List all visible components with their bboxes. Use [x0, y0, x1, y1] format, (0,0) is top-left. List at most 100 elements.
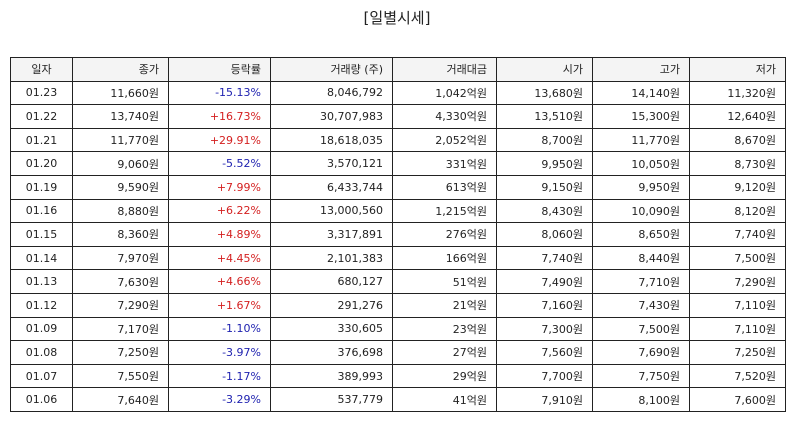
cell-open: 7,300원 — [496, 316, 593, 342]
table-row: 01.14 7,970원 +4.45% 2,101,383 166억원 7,740원 8,4… — [10, 245, 786, 271]
table-row: 01.09 7,170원 -1.10% 330,605 23억원 7,300원 7,500원… — [10, 316, 786, 342]
cell-low: 9,120원 — [689, 174, 786, 200]
cell-high: 8,100원 — [592, 387, 690, 412]
cell-open: 9,150원 — [496, 174, 593, 200]
cell-change-rate: +29.91% — [168, 127, 271, 153]
cell-volume: 680,127 — [270, 269, 393, 294]
column-header-open: 시가 — [496, 57, 593, 82]
cell-volume: 2,101,383 — [270, 245, 393, 271]
cell-date: 01.12 — [10, 292, 73, 318]
cell-volume: 3,317,891 — [270, 222, 393, 247]
cell-change-rate: +4.89% — [168, 222, 271, 247]
cell-close: 8,360원 — [72, 222, 169, 247]
cell-open: 8,700원 — [496, 127, 593, 153]
cell-low: 7,500원 — [689, 245, 786, 271]
cell-open: 7,740원 — [496, 245, 593, 271]
cell-high: 15,300원 — [592, 104, 690, 129]
cell-volume: 18,618,035 — [270, 127, 393, 153]
cell-date: 01.06 — [10, 387, 73, 412]
cell-trade-value: 276억원 — [392, 222, 497, 247]
cell-trade-value: 21억원 — [392, 292, 497, 318]
cell-change-rate: +4.66% — [168, 269, 271, 294]
cell-change-rate: -3.97% — [168, 340, 271, 365]
cell-close: 7,970원 — [72, 245, 169, 271]
cell-high: 11,770원 — [592, 127, 690, 153]
cell-trade-value: 331억원 — [392, 151, 497, 176]
cell-low: 7,740원 — [689, 222, 786, 247]
table-row: 01.22 13,740원 +16.73% 30,707,983 4,330억원 13,5… — [10, 104, 786, 129]
cell-high: 10,090원 — [592, 198, 690, 224]
cell-date: 01.20 — [10, 151, 73, 176]
cell-change-rate: +1.67% — [168, 292, 271, 318]
cell-trade-value: 613억원 — [392, 174, 497, 200]
cell-open: 13,510원 — [496, 104, 593, 129]
cell-low: 11,320원 — [689, 80, 786, 106]
cell-date: 01.16 — [10, 198, 73, 224]
cell-date: 01.08 — [10, 340, 73, 365]
cell-open: 13,680원 — [496, 80, 593, 106]
cell-low: 7,520원 — [689, 363, 786, 389]
cell-high: 7,690원 — [592, 340, 690, 365]
table-row: 01.19 9,590원 +7.99% 6,433,744 613억원 9,150원 9,9… — [10, 174, 786, 200]
cell-date: 01.22 — [10, 104, 73, 129]
cell-close: 7,290원 — [72, 292, 169, 318]
column-header-date: 일자 — [10, 57, 73, 82]
cell-low: 7,290원 — [689, 269, 786, 294]
cell-date: 01.21 — [10, 127, 73, 153]
cell-open: 9,950원 — [496, 151, 593, 176]
cell-trade-value: 166억원 — [392, 245, 497, 271]
cell-close: 11,660원 — [72, 80, 169, 106]
column-header-trade-value: 거래대금 — [392, 57, 497, 82]
cell-trade-value: 1,042억원 — [392, 80, 497, 106]
cell-high: 8,650원 — [592, 222, 690, 247]
cell-close: 11,770원 — [72, 127, 169, 153]
cell-high: 9,950원 — [592, 174, 690, 200]
column-header-change-rate: 등락률 — [168, 57, 271, 82]
cell-low: 7,600원 — [689, 387, 786, 412]
table-row: 01.21 11,770원 +29.91% 18,618,035 2,052억원 8,70… — [10, 127, 786, 153]
table-header: 일자 종가 등락률 거래량 (주) 거래대금 시가 고가 저가 — [10, 57, 786, 82]
table-row: 01.07 7,550원 -1.17% 389,993 29억원 7,700원 7,750원… — [10, 363, 786, 389]
cell-low: 7,110원 — [689, 316, 786, 342]
cell-date: 01.09 — [10, 316, 73, 342]
cell-change-rate: +4.45% — [168, 245, 271, 271]
cell-volume: 537,779 — [270, 387, 393, 412]
table-row: 01.13 7,630원 +4.66% 680,127 51억원 7,490원 7,710원… — [10, 269, 786, 294]
cell-change-rate: -1.17% — [168, 363, 271, 389]
cell-low: 8,120원 — [689, 198, 786, 224]
cell-volume: 6,433,744 — [270, 174, 393, 200]
cell-close: 7,640원 — [72, 387, 169, 412]
cell-volume: 8,046,792 — [270, 80, 393, 106]
cell-low: 8,670원 — [689, 127, 786, 153]
column-header-low: 저가 — [689, 57, 786, 82]
cell-close: 8,880원 — [72, 198, 169, 224]
cell-change-rate: +6.22% — [168, 198, 271, 224]
cell-trade-value: 23억원 — [392, 316, 497, 342]
cell-change-rate: +16.73% — [168, 104, 271, 129]
table-row: 01.20 9,060원 -5.52% 3,570,121 331억원 9,950원 10,… — [10, 151, 786, 176]
cell-volume: 13,000,560 — [270, 198, 393, 224]
cell-date: 01.14 — [10, 245, 73, 271]
cell-trade-value: 29억원 — [392, 363, 497, 389]
cell-trade-value: 2,052억원 — [392, 127, 497, 153]
cell-volume: 330,605 — [270, 316, 393, 342]
cell-open: 7,490원 — [496, 269, 593, 294]
cell-close: 7,170원 — [72, 316, 169, 342]
cell-date: 01.19 — [10, 174, 73, 200]
cell-close: 9,590원 — [72, 174, 169, 200]
cell-close: 9,060원 — [72, 151, 169, 176]
cell-change-rate: -15.13% — [168, 80, 271, 106]
cell-date: 01.23 — [10, 80, 73, 106]
cell-open: 7,700원 — [496, 363, 593, 389]
cell-open: 7,910원 — [496, 387, 593, 412]
cell-trade-value: 1,215억원 — [392, 198, 497, 224]
table-row: 01.23 11,660원 -15.13% 8,046,792 1,042억원 13,68… — [10, 80, 786, 106]
cell-high: 7,430원 — [592, 292, 690, 318]
cell-volume: 291,276 — [270, 292, 393, 318]
cell-close: 7,250원 — [72, 340, 169, 365]
table-row: 01.08 7,250원 -3.97% 376,698 27억원 7,560원 7,690원… — [10, 340, 786, 365]
table-row: 01.16 8,880원 +6.22% 13,000,560 1,215억원 8,430원… — [10, 198, 786, 224]
table-body: 01.23 11,660원 -15.13% 8,046,792 1,042억원 13,68… — [10, 80, 786, 412]
cell-change-rate: -5.52% — [168, 151, 271, 176]
